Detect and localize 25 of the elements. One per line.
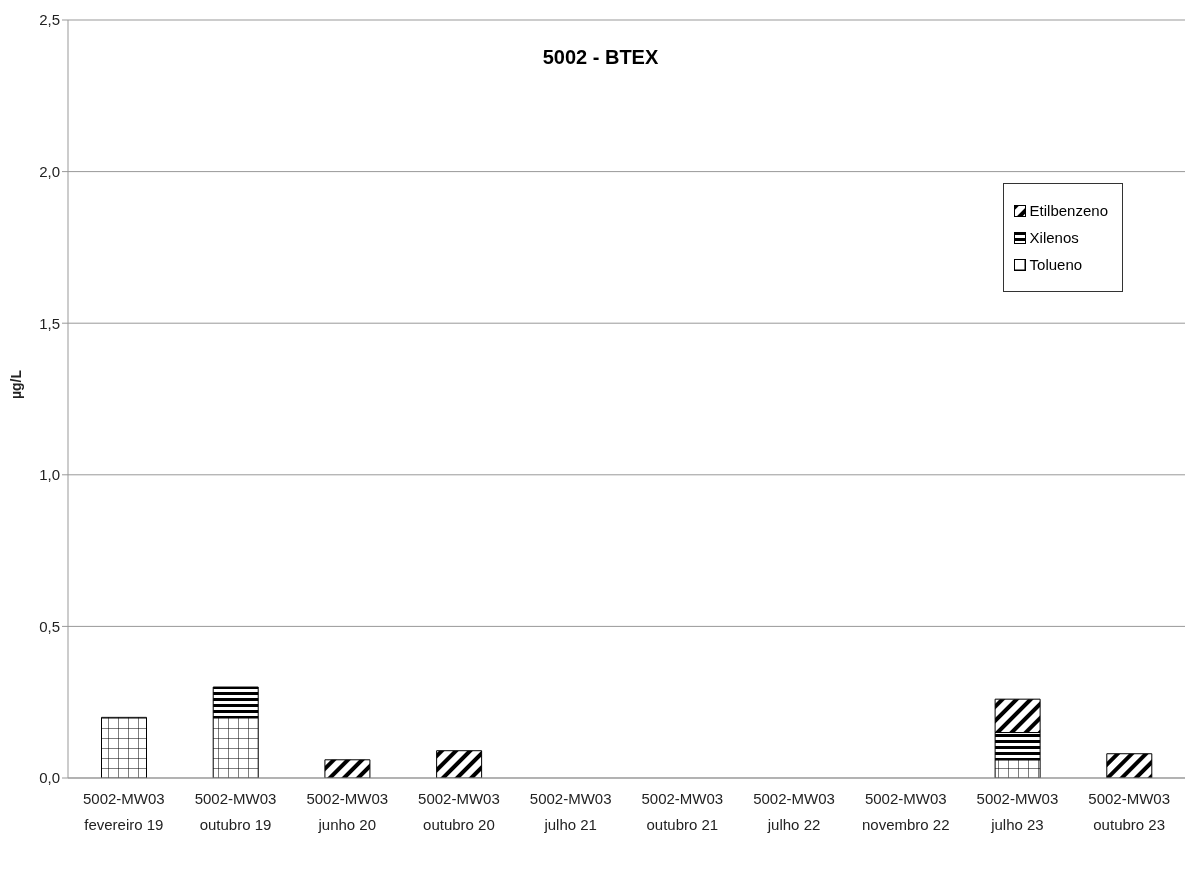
legend-label: Xilenos	[1029, 229, 1079, 246]
x-tick-label: 5002-MW03 julho 23	[976, 790, 1059, 833]
legend-label: Etilbenzeno	[1029, 202, 1108, 219]
y-tick-label: 1,0	[39, 466, 60, 484]
x-tick-label: 5002-MW03 novembro 22	[861, 790, 950, 833]
text: 5002 - BTEX	[541, 46, 660, 69]
y-tick-label: 0,0	[39, 769, 60, 787]
bar	[436, 750, 483, 778]
y-tick-label: 0,5	[39, 617, 60, 635]
y-tick-label: 1,5	[39, 314, 60, 332]
bar	[101, 716, 148, 778]
x-tick-label: 5002-MW03 junho 20	[306, 790, 389, 833]
x-tick-label: 5002-MW03 fevereiro 19	[83, 790, 165, 833]
x-tick-label: 5002-MW03 outubro 19	[194, 790, 277, 833]
legend-label: Tolueno	[1029, 256, 1083, 273]
y-tick-label: 2,0	[39, 162, 60, 180]
y-tick-label: 2,5	[39, 11, 60, 29]
x-tick-label: 5002-MW03 outubro 23	[1088, 790, 1170, 833]
bar	[324, 759, 371, 778]
x-tick-label: 5002-MW03 julho 21	[529, 790, 612, 833]
x-tick-label: 5002-MW03 julho 22	[753, 790, 835, 833]
bar	[1106, 753, 1153, 778]
y-axis-title: µg/L	[7, 369, 24, 399]
x-tick-label: 5002-MW03 outubro 21	[641, 790, 724, 833]
x-tick-label: 5002-MW03 outubro 20	[418, 790, 500, 833]
